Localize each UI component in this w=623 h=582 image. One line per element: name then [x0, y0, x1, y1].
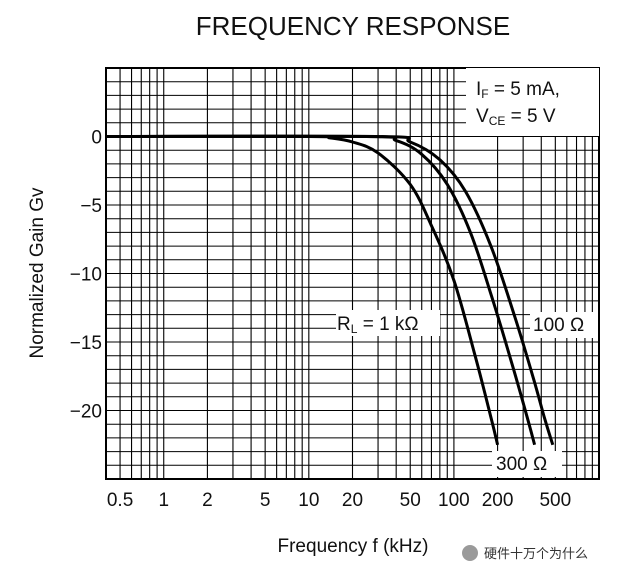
- x-tick-label: 10: [298, 490, 319, 511]
- series-label-1k: RL = 1 kΩ: [337, 314, 419, 336]
- label-bg-1k: [336, 310, 440, 336]
- conditions-line-1: IF = 5 mA,: [476, 79, 560, 101]
- x-tick-label: 100: [438, 490, 470, 511]
- x-tick-label: 50: [400, 490, 421, 511]
- x-tick-label: 200: [482, 490, 514, 511]
- wechat-icon: [462, 545, 478, 561]
- label-bg-100: [530, 312, 598, 338]
- conditions-box: [466, 68, 599, 136]
- x-tick-label: 20: [342, 490, 363, 511]
- x-tick-label: 1: [158, 490, 169, 511]
- conditions-line-2: VCE = 5 V: [476, 106, 556, 128]
- watermark: 硬件十万个为什么: [484, 546, 588, 561]
- x-axis-label: Frequency f (kHz): [278, 536, 429, 557]
- curve-r100: [105, 134, 555, 446]
- x-tick-label: 5: [260, 490, 271, 511]
- y-tick-label: 0: [91, 128, 102, 149]
- label-bg-300: [492, 451, 562, 477]
- x-tick-label: 0.5: [107, 490, 133, 511]
- series-label-300: 300 Ω: [496, 454, 547, 475]
- x-tick-label: 500: [539, 490, 571, 511]
- y-tick-label: −20: [70, 402, 102, 423]
- y-tick-label: −10: [70, 265, 102, 286]
- x-tick-label: 2: [202, 490, 213, 511]
- plot-frame: [105, 67, 600, 480]
- series-label-100: 100 Ω: [533, 315, 584, 336]
- axis-ticks: 0.5 1 2 5 10 20 50 100 200 500 0 −5 −10 −15 −20: [70, 128, 571, 512]
- y-tick-label: −5: [80, 196, 102, 217]
- y-axis-label: Normalized Gain Gv: [27, 187, 48, 359]
- curve-r300: [105, 134, 537, 446]
- chart-title: FREQUENCY RESPONSE: [196, 11, 510, 41]
- curves: [105, 134, 555, 446]
- y-tick-label: −15: [70, 333, 102, 354]
